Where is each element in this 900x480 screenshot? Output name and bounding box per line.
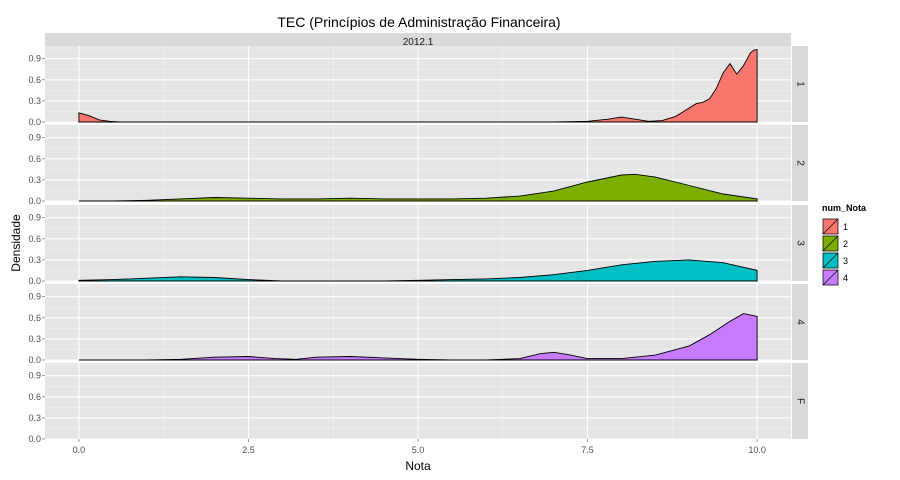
chart-title: TEC (Princípios de Administração Finance… (277, 14, 560, 30)
y-tick-label: 0.6 (28, 234, 41, 244)
x-tick-label: 2.5 (242, 445, 255, 455)
y-tick-label: 0.0 (28, 276, 41, 286)
column-strip: 2012.1 (45, 33, 791, 49)
density-area-1 (78, 48, 758, 123)
y-tick-label: 0.3 (28, 96, 41, 106)
legend-label: 2 (843, 239, 848, 249)
y-tick-label: 0.0 (28, 434, 41, 444)
x-axis-title: Nota (405, 459, 431, 473)
legend-key-diagonal (822, 218, 839, 235)
x-tick-label: 7.5 (581, 445, 594, 455)
legend-title: num_Nota (822, 203, 867, 213)
legend-key-diagonal (822, 252, 839, 269)
y-tick-label: 0.9 (28, 213, 41, 223)
x-tick-label: 10.0 (748, 445, 766, 455)
legend: num_Nota 1 2 3 4 (821, 203, 867, 287)
y-tick-label: 0.3 (28, 413, 41, 423)
row-strip-label: F (794, 398, 805, 404)
x-tick-label: 5.0 (412, 445, 425, 455)
legend-label: 3 (843, 256, 848, 266)
legend-key-diagonal (822, 235, 839, 252)
y-tick-label: 0.9 (28, 133, 41, 143)
density-area-3 (78, 259, 758, 282)
panel-2: 0.0 0.3 0.6 0.9 2 (28, 125, 808, 206)
y-tick-label: 0.0 (28, 117, 41, 127)
row-strip-label: 4 (794, 319, 805, 325)
y-tick-label: 0.6 (28, 154, 41, 164)
y-tick-label: 0.6 (28, 75, 41, 85)
y-tick-label: 0.3 (28, 255, 41, 265)
y-tick-label: 0.3 (28, 334, 41, 344)
row-strip-label: 2 (794, 160, 805, 166)
panel-F: 0.0 0.3 0.6 0.9 F (28, 363, 808, 444)
y-tick-label: 0.9 (28, 371, 41, 381)
legend-item-3: 3 (821, 251, 848, 270)
y-tick-label: 0.9 (28, 54, 41, 64)
y-tick-label: 0.6 (28, 313, 41, 323)
y-tick-label: 0.0 (28, 355, 41, 365)
panel-4: 0.0 0.3 0.6 0.9 4 (28, 284, 808, 365)
row-strip-background (792, 205, 808, 281)
row-strip-label: 1 (794, 81, 805, 87)
y-tick-label: 0.3 (28, 175, 41, 185)
row-strip-background (792, 125, 808, 201)
y-tick-label: 0.0 (28, 196, 41, 206)
legend-label: 4 (843, 273, 848, 283)
legend-label: 1 (843, 222, 848, 232)
legend-item-2: 2 (821, 234, 848, 253)
panel-3: 0.0 0.3 0.6 0.9 3 (28, 205, 808, 286)
y-axis-title: Densidade (9, 214, 23, 272)
column-strip-background (45, 33, 791, 49)
density-area-2 (78, 173, 758, 202)
row-strip-label: 3 (794, 240, 805, 246)
panel-1: 0.0 0.3 0.6 0.9 1 (28, 46, 808, 127)
legend-item-1: 1 (821, 217, 848, 236)
facet-panels: 0.00.30.60.910.00.30.60.920.00.30.60.930… (28, 46, 808, 444)
row-strip-background (792, 284, 808, 360)
legend-item-4: 4 (821, 268, 848, 287)
row-strip-background (792, 363, 808, 439)
row-strip-background (792, 46, 808, 122)
x-axis: 0.0 2.5 5.0 7.5 10.0 (73, 439, 766, 455)
legend-key-diagonal (822, 269, 839, 286)
y-tick-label: 0.9 (28, 292, 41, 302)
x-tick-label: 0.0 (73, 445, 86, 455)
density-area-4 (78, 313, 758, 361)
y-tick-label: 0.6 (28, 392, 41, 402)
column-strip-label: 2012.1 (403, 37, 434, 48)
